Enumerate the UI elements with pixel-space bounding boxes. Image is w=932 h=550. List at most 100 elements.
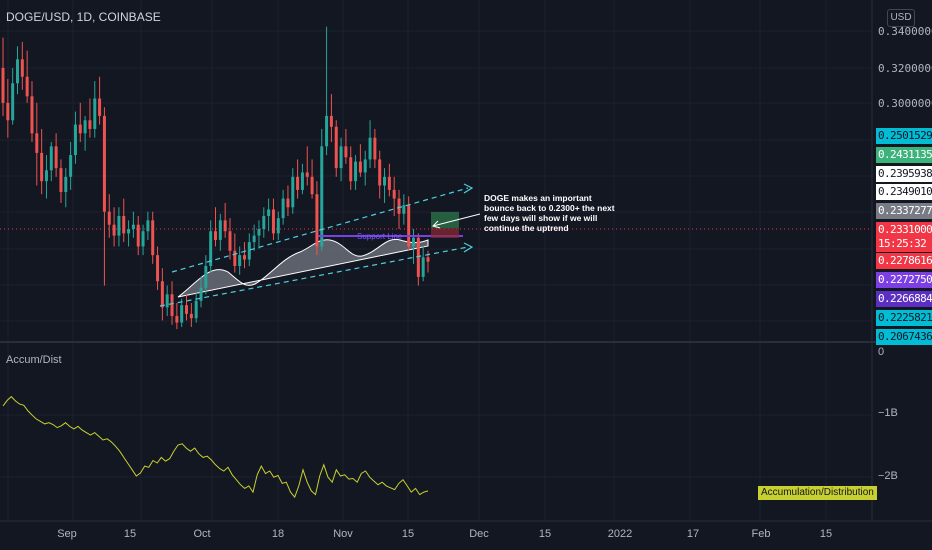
- candle-body: [329, 115, 333, 127]
- candle-body: [407, 205, 411, 247]
- candle-body: [320, 146, 324, 247]
- date-tick: Nov: [333, 528, 353, 540]
- candle-body: [315, 194, 319, 247]
- candle-body: [378, 159, 382, 186]
- candle-body: [233, 250, 237, 267]
- candle-body: [11, 83, 15, 121]
- candle-body: [281, 198, 285, 219]
- candle-body: [387, 176, 391, 190]
- candle-body: [165, 294, 169, 308]
- candle-body: [194, 300, 198, 319]
- symbol-title[interactable]: DOGE/USD, 1D, COINBASE: [6, 10, 161, 24]
- candle-body: [146, 220, 150, 232]
- candle-body: [151, 220, 155, 256]
- candle-body: [421, 257, 425, 277]
- candle-body: [1, 68, 5, 103]
- candle-body: [397, 198, 401, 214]
- candle-body: [286, 198, 290, 208]
- price-tag: 0.24311356: [876, 147, 932, 163]
- candle-body: [160, 281, 164, 308]
- candle-body: [59, 168, 63, 193]
- price-tick: 0.34000000: [878, 25, 932, 38]
- candle-body: [170, 294, 174, 317]
- grid-lines: [0, 0, 872, 520]
- candle-body: [49, 146, 53, 171]
- candle-body: [363, 159, 367, 173]
- channel-upper-line: [171, 187, 469, 273]
- indicator-label: Accumulation/Distribution: [758, 486, 877, 500]
- candle-body: [344, 146, 348, 158]
- candle-body: [426, 257, 430, 262]
- date-tick: 17: [686, 528, 700, 540]
- candle-body: [64, 176, 68, 193]
- date-tick: 18: [271, 528, 285, 540]
- currency-button[interactable]: USD: [887, 9, 915, 27]
- candle-body: [416, 237, 420, 277]
- candle-body: [141, 231, 145, 247]
- candle-body: [136, 224, 140, 247]
- candle-body: [368, 137, 372, 160]
- annotation-arrow-head: [432, 220, 441, 229]
- price-tag: 0.22786167: [876, 253, 932, 269]
- candle-body: [44, 170, 48, 182]
- candle-body: [373, 137, 377, 160]
- accum-dist-line: [2, 395, 429, 499]
- date-tick: Sep: [57, 528, 77, 540]
- candle-body: [412, 237, 416, 247]
- candle-body: [107, 211, 111, 225]
- candle-body: [35, 133, 39, 153]
- candle-body: [358, 161, 362, 173]
- candle-body: [93, 98, 97, 129]
- candle-body: [83, 120, 87, 134]
- candlestick-series: [1, 26, 430, 330]
- channel-upper-arrow: [463, 183, 474, 194]
- price-tag: 0.23372778: [876, 203, 932, 219]
- pane-separators: [0, 0, 932, 522]
- price-tag: 15:25:32: [876, 236, 932, 252]
- candle-body: [189, 313, 193, 319]
- candle-body: [291, 176, 295, 208]
- stop-zone: [431, 228, 459, 238]
- date-tick: 15: [123, 528, 137, 540]
- annotation-text[interactable]: DOGE makes an important bounce back to 0…: [484, 193, 615, 233]
- candle-body: [20, 59, 24, 77]
- candle-body: [30, 96, 34, 134]
- candle-body: [339, 146, 343, 169]
- candle-body: [73, 124, 77, 156]
- candle-body: [257, 229, 261, 236]
- candle-body: [354, 161, 358, 182]
- price-tag: 0.23310000: [876, 222, 932, 238]
- candle-body: [238, 255, 242, 267]
- candle-body: [112, 224, 116, 236]
- indicator-tick: −2B: [878, 470, 898, 482]
- candle-body: [40, 152, 44, 182]
- candle-body: [305, 172, 309, 177]
- indicator-tick: 0: [878, 346, 885, 358]
- candle-body: [228, 231, 232, 251]
- indicator-title[interactable]: Accum/Dist: [6, 354, 62, 366]
- date-tick: Dec: [469, 528, 489, 540]
- date-tick: 15: [538, 528, 552, 540]
- channel-lower-arrow: [463, 242, 474, 253]
- candle-body: [300, 172, 304, 190]
- candle-body: [185, 305, 189, 314]
- price-tick: 0.30000000: [878, 97, 932, 110]
- candle-body: [296, 176, 300, 190]
- price-tick: 0.32000000: [878, 62, 932, 75]
- candle-body: [252, 235, 256, 243]
- candle-body: [98, 98, 102, 116]
- candle-body: [54, 146, 58, 169]
- candle-body: [267, 209, 271, 216]
- date-tick: Feb: [751, 528, 771, 540]
- candle-body: [69, 155, 73, 177]
- candle-body: [242, 255, 246, 260]
- candle-body: [334, 126, 338, 169]
- date-tick: 15: [819, 528, 833, 540]
- accum-dist-series: [2, 395, 429, 499]
- candle-body: [276, 218, 280, 234]
- date-tick: 15: [401, 528, 415, 540]
- price-tag: 0.23959389: [876, 166, 932, 182]
